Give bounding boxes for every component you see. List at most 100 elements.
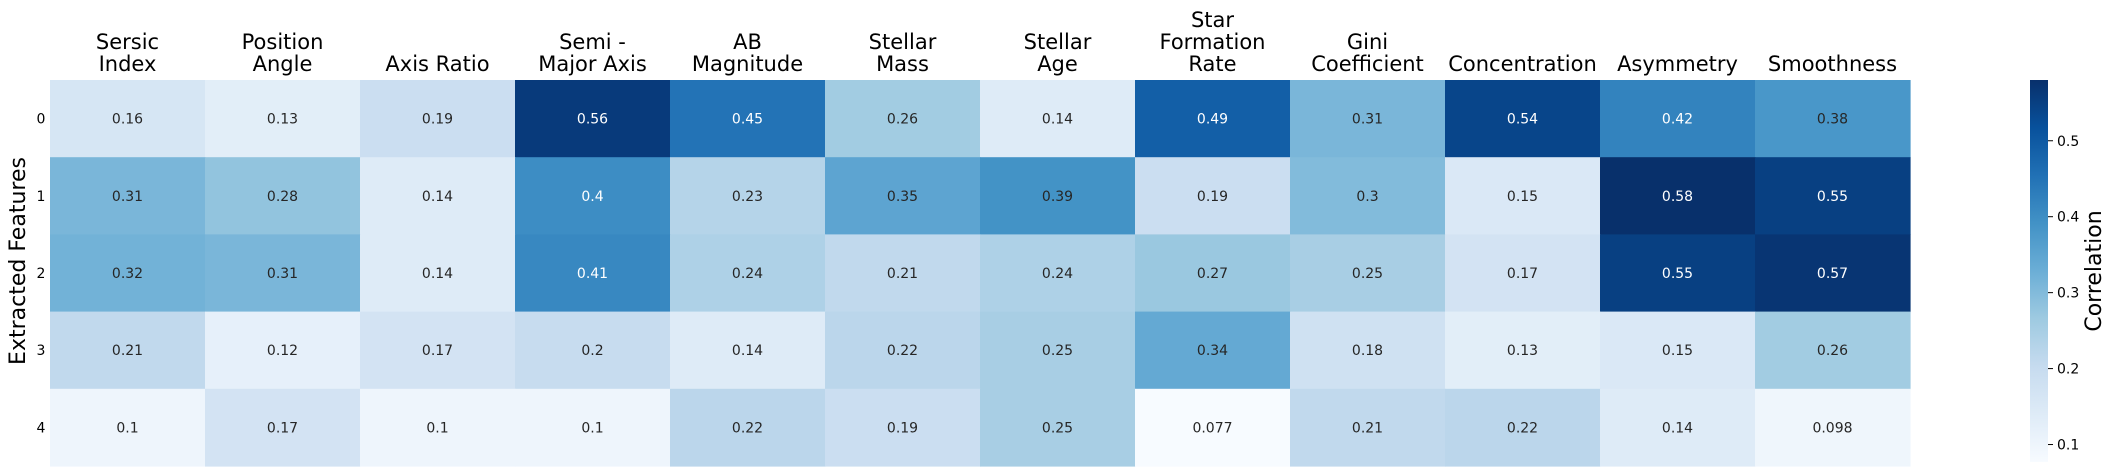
cell-value-label: 0.49 <box>1197 112 1228 128</box>
cell-value-label: 0.32 <box>112 266 143 282</box>
heatmap-cell <box>980 157 1136 235</box>
heatmap-cell <box>515 311 671 390</box>
heatmap-cell <box>1755 388 1911 467</box>
heatmap-cell <box>515 388 671 467</box>
heatmap-cell <box>1600 80 1756 158</box>
heatmap-cell <box>1600 388 1756 467</box>
column-label: Major Axis <box>538 52 647 76</box>
cell-value-label: 0.31 <box>267 266 298 282</box>
cell-value-label: 0.35 <box>887 189 918 205</box>
heatmap-cell <box>1290 388 1446 467</box>
column-label: Coefficient <box>1311 52 1424 76</box>
cell-value-label: 0.55 <box>1662 266 1693 282</box>
heatmap-cell <box>1290 80 1446 158</box>
cell-value-label: 0.25 <box>1352 266 1383 282</box>
cell-value-label: 0.13 <box>267 112 298 128</box>
cell-value-label: 0.1 <box>116 420 138 436</box>
colorbar-tick-label: 0.3 <box>2057 286 2079 302</box>
cell-value-label: 0.3 <box>1356 189 1378 205</box>
cell-value-label: 0.22 <box>887 343 918 359</box>
column-label: Axis Ratio <box>385 52 489 76</box>
heatmap-cell <box>205 157 361 235</box>
heatmap-cell <box>205 234 361 313</box>
cell-value-label: 0.56 <box>577 112 608 128</box>
cell-value-label: 0.24 <box>732 266 763 282</box>
heatmap-cell <box>205 80 361 158</box>
heatmap-cell <box>1290 311 1446 390</box>
cell-value-label: 0.17 <box>1507 266 1538 282</box>
heatmap-cell <box>1445 388 1601 467</box>
heatmap-cell <box>1135 311 1291 390</box>
cell-value-label: 0.26 <box>1817 343 1848 359</box>
cell-value-label: 0.57 <box>1817 266 1848 282</box>
heatmap-cell <box>50 80 206 158</box>
cell-value-label: 0.31 <box>112 189 143 205</box>
heatmap-cell <box>515 234 671 313</box>
column-label: Asymmetry <box>1617 52 1738 76</box>
heatmap-cell <box>1135 80 1291 158</box>
heatmap-cell <box>1755 311 1911 390</box>
cell-value-label: 0.41 <box>577 266 608 282</box>
cell-value-label: 0.12 <box>267 343 298 359</box>
heatmap-cell <box>670 157 826 235</box>
heatmap-cell <box>670 388 826 467</box>
heatmap-cell <box>50 234 206 313</box>
heatmap-cell <box>1600 234 1756 313</box>
row-labels: 0 1 2 3 4 <box>37 112 46 437</box>
cell-value-label: 0.21 <box>112 343 143 359</box>
cell-value-label: 0.16 <box>112 112 143 128</box>
cell-value-label: 0.1 <box>426 420 448 436</box>
cell-value-label: 0.1 <box>581 420 603 436</box>
heatmap-cell <box>360 311 516 390</box>
cell-value-label: 0.18 <box>1352 343 1383 359</box>
row-label: 1 <box>37 189 46 205</box>
row-label: 0 <box>37 112 46 128</box>
column-label: Sersic <box>96 30 159 54</box>
cell-value-label: 0.19 <box>887 420 918 436</box>
y-axis-title: Extracted Features <box>6 157 31 365</box>
heatmap-cell <box>670 234 826 313</box>
heatmap-cell <box>1755 234 1911 313</box>
heatmap-cell <box>980 80 1136 158</box>
column-label: Position <box>242 30 324 54</box>
heatmap-cell <box>1290 157 1446 235</box>
cell-value-label: 0.27 <box>1197 266 1228 282</box>
heatmap-cell <box>825 157 981 235</box>
colorbar-gradient <box>2030 80 2048 462</box>
heatmap-cell <box>980 388 1136 467</box>
cell-value-label: 0.4 <box>581 189 603 205</box>
heatmap-cell <box>1445 311 1601 390</box>
heatmap-cell <box>205 388 361 467</box>
cell-value-label: 0.21 <box>887 266 918 282</box>
cell-value-label: 0.15 <box>1662 343 1693 359</box>
column-label: Stellar <box>869 30 937 54</box>
cell-value-label: 0.22 <box>1507 420 1538 436</box>
heatmap-cell <box>50 157 206 235</box>
heatmap-cell <box>515 157 671 235</box>
heatmap-cell <box>1755 80 1911 158</box>
row-label: 4 <box>37 420 46 436</box>
heatmap-cell <box>1755 157 1911 235</box>
heatmap-cell <box>1445 80 1601 158</box>
column-label: Concentration <box>1448 52 1597 76</box>
cell-value-label: 0.17 <box>267 420 298 436</box>
heatmap-cell <box>360 234 516 313</box>
column-label: Formation <box>1160 30 1266 54</box>
column-label: Smoothness <box>1768 52 1897 76</box>
cell-value-label: 0.077 <box>1192 420 1232 436</box>
heatmap-cell <box>360 157 516 235</box>
colorbar-ticks: 0.1 0.2 0.3 0.4 0.5 <box>2048 134 2079 454</box>
cell-value-label: 0.55 <box>1817 189 1848 205</box>
colorbar-title: Correlation <box>2082 210 2107 331</box>
heatmap-cell <box>1135 388 1291 467</box>
heatmap-cell <box>515 80 671 158</box>
heatmap-cell <box>1445 157 1601 235</box>
colorbar: 0.1 0.2 0.3 0.4 0.5 Correlation <box>2030 80 2107 462</box>
heatmap-cell <box>825 234 981 313</box>
heatmap-cell <box>50 311 206 390</box>
heatmap-cell <box>205 311 361 390</box>
cell-value-label: 0.34 <box>1197 343 1228 359</box>
cell-value-label: 0.14 <box>1662 420 1693 436</box>
